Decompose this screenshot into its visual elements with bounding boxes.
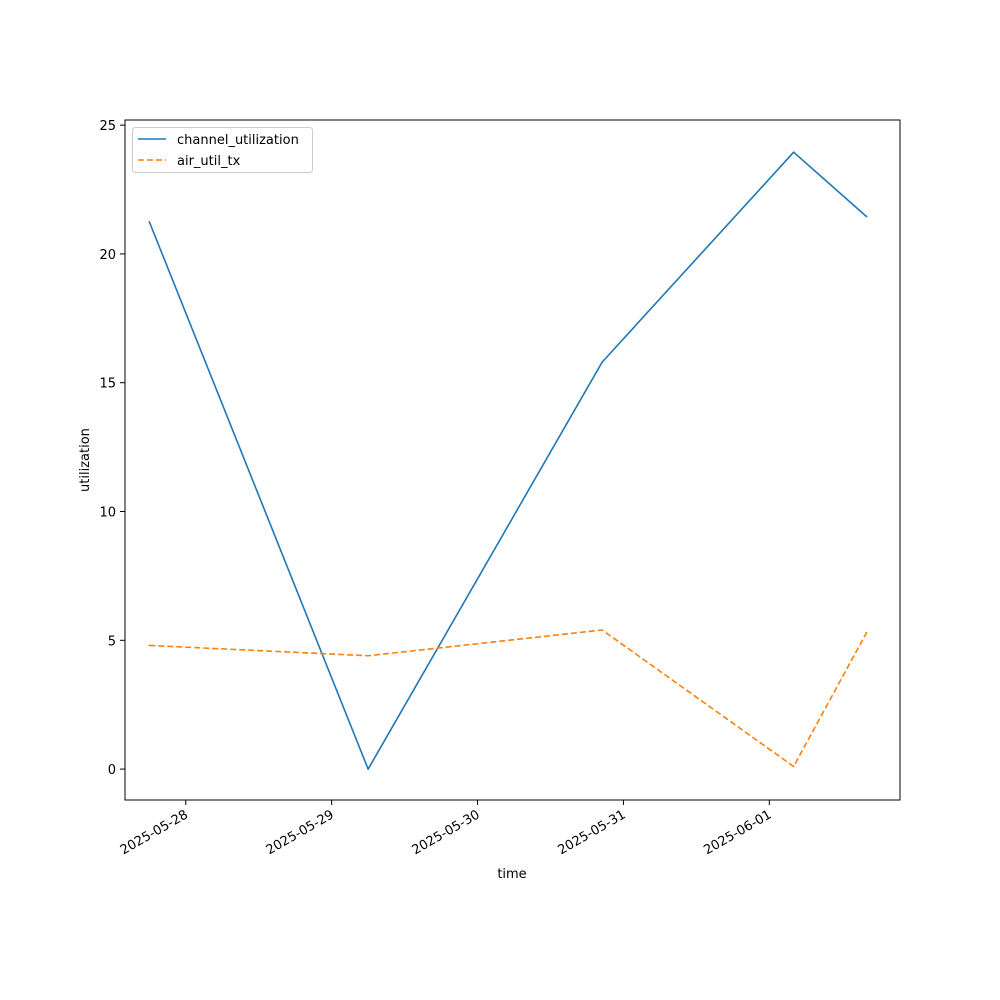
plot-frame: [124, 119, 901, 801]
x-tick-label: 2025-05-29: [264, 807, 337, 858]
y-tick-label: 0: [108, 763, 116, 778]
data-point-channel-utilization-0: [148, 220, 151, 223]
data-point-channel-utilization-4: [865, 215, 868, 218]
y-tick-label: 10: [99, 506, 116, 521]
plot-area: [125, 120, 900, 800]
legend: channel_utilization air_util_tx: [132, 127, 313, 173]
x-tick-label: 2025-05-28: [118, 807, 191, 858]
y-tick-label: 15: [99, 377, 116, 392]
y-axis-ticks: 0 5 10 15 20 25: [99, 119, 125, 778]
y-tick-label: 25: [99, 119, 116, 134]
x-tick-label: 2025-05-31: [555, 807, 628, 858]
y-axis-label: utilization: [78, 428, 93, 492]
x-tick-label: 2025-06-01: [701, 807, 774, 858]
legend-label-air-util-tx: air_util_tx: [177, 154, 241, 169]
x-tick-label: 2025-05-30: [410, 807, 483, 858]
data-point-air-util-tx-4: [865, 631, 868, 634]
data-point-channel-utilization-3: [792, 151, 795, 153]
data-point-air-util-tx-1: [367, 654, 369, 657]
data-point-air-util-tx-2: [601, 629, 603, 631]
y-tick-label: 5: [108, 634, 116, 649]
series-layer: [148, 151, 868, 770]
data-point-air-util-tx-3: [792, 765, 795, 768]
data-point-channel-utilization-2: [601, 361, 603, 363]
x-axis-label: time: [497, 867, 526, 882]
x-axis-ticks: 2025-05-28 2025-05-29 2025-05-30 2025-05-31…: [118, 800, 774, 858]
data-point-air-util-tx-0: [148, 644, 151, 647]
legend-box: [132, 127, 313, 173]
data-point-channel-utilization-1: [367, 768, 369, 770]
y-tick-label: 20: [99, 248, 116, 263]
legend-label-channel-utilization: channel_utilization: [177, 133, 299, 148]
